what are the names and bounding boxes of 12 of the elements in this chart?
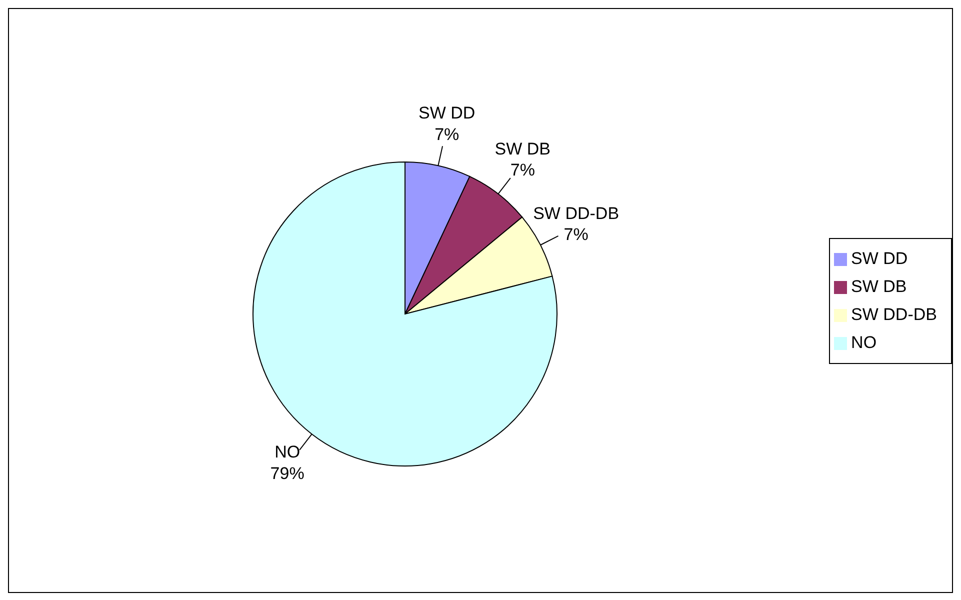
slice-label: SW DB — [494, 139, 551, 158]
slice-label: SW DD-DB — [533, 204, 620, 223]
slice-label: NO — [274, 442, 300, 462]
legend-label: SW DD — [851, 248, 908, 268]
legend-label: SW DD-DB — [851, 304, 937, 324]
legend-label: SW DB — [851, 276, 907, 296]
data-label: 79% — [270, 464, 304, 483]
slice-label: SW DD — [418, 104, 476, 123]
data-label: 7% — [434, 124, 460, 144]
data-label: 7% — [564, 225, 588, 244]
legend-label: NO — [851, 332, 877, 352]
data-label: 7% — [510, 160, 535, 180]
